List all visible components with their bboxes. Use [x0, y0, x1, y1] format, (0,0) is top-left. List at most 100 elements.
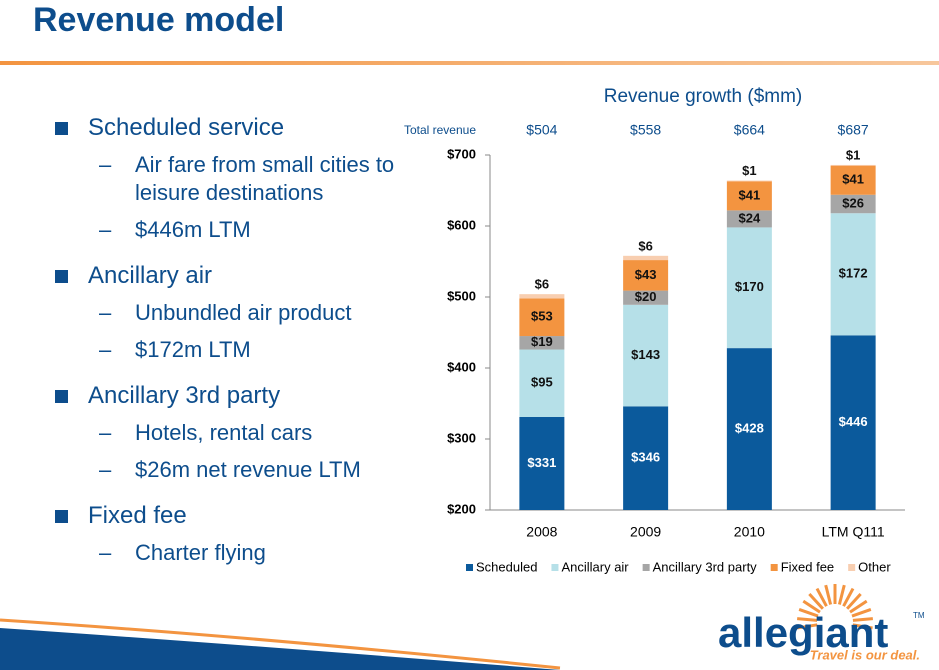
bullet: Fixed fee	[52, 502, 432, 530]
bar-segment	[519, 294, 565, 299]
chart-title: Revenue growth ($mm)	[604, 86, 803, 107]
total-label: $558	[630, 122, 661, 138]
bullet: Ancillary air	[52, 262, 432, 290]
sun-ray	[842, 587, 855, 607]
y-tick-label: $300	[447, 430, 476, 445]
data-label: $19	[531, 334, 553, 349]
data-label: $20	[635, 289, 657, 304]
logo-sun	[797, 584, 873, 630]
sun-ray	[851, 608, 872, 618]
slide-title: Revenue model	[33, 1, 284, 39]
data-label: $43	[635, 267, 657, 282]
sun-ray	[797, 623, 818, 630]
data-label: $95	[531, 375, 553, 390]
data-label: $24	[739, 210, 761, 225]
legend-label: Ancillary air	[561, 559, 629, 574]
sub-bullet: $26m net revenue LTM	[52, 456, 425, 484]
data-label: $41	[739, 187, 761, 202]
legend-swatch	[551, 564, 559, 571]
legend-label: Fixed fee	[781, 559, 834, 574]
sun-ray	[849, 599, 868, 614]
data-label: $26	[842, 195, 864, 210]
data-label: $172	[839, 266, 868, 281]
data-label: $6	[535, 277, 549, 292]
bullet: Ancillary 3rd party	[52, 382, 432, 410]
y-tick-label: $500	[447, 288, 476, 303]
legend-swatch	[642, 564, 650, 571]
bar-segment	[830, 213, 876, 336]
sun-ray	[824, 584, 833, 605]
sun-ray	[815, 587, 828, 607]
bar-segment	[726, 210, 772, 228]
legend-label: Scheduled	[476, 559, 537, 574]
data-label: $1	[846, 147, 860, 162]
totals-label: Total revenue	[404, 123, 476, 137]
y-tick-label: $400	[447, 359, 476, 374]
sub-bullet: Unbundled air product	[52, 299, 425, 327]
total-label: $664	[734, 122, 765, 138]
sun-ray	[797, 617, 818, 622]
bar-segment	[726, 348, 772, 510]
title-rule	[0, 61, 939, 65]
data-label: $346	[631, 450, 660, 465]
y-tick-label: $200	[447, 501, 476, 516]
bar-segment	[623, 304, 669, 407]
sun-ray	[837, 584, 846, 605]
bar-segment	[830, 164, 876, 166]
bullet: Scheduled service	[52, 114, 432, 142]
data-label: $6	[638, 238, 652, 253]
swoosh	[0, 628, 560, 670]
sun-ray	[808, 592, 824, 610]
sub-bullet: Air fare from small cities to leisure de…	[52, 151, 425, 207]
data-label: $53	[531, 309, 553, 324]
logo: allegiant	[718, 609, 888, 656]
bar-segment	[623, 290, 669, 305]
bar-segment	[519, 349, 565, 417]
total-label: $687	[838, 122, 869, 138]
legend-swatch	[770, 564, 778, 571]
sun-ray	[798, 608, 819, 618]
data-label: $170	[735, 279, 764, 294]
bar-segment	[519, 416, 565, 510]
x-tick-label: LTM Q111	[822, 524, 885, 540]
bar-segment	[623, 260, 669, 291]
bar-segment	[623, 255, 669, 261]
swoosh-line	[0, 618, 561, 670]
bar-segment	[726, 227, 772, 349]
sub-bullet: $446m LTM	[52, 216, 425, 244]
x-tick-label: 2010	[734, 524, 765, 540]
bar-segment	[726, 181, 772, 211]
y-tick-label: $700	[447, 146, 476, 161]
bar-segment	[830, 335, 876, 510]
sun-ray	[802, 599, 821, 614]
bullet-list: Scheduled service Air fare from small cit…	[52, 114, 432, 567]
sun-ray	[852, 623, 873, 630]
legend-swatch	[466, 564, 473, 571]
x-tick-label: 2009	[630, 524, 661, 540]
sun-ray	[846, 592, 862, 610]
sub-bullet: $172m LTM	[52, 336, 425, 364]
data-label: $446	[839, 414, 868, 429]
legend-label: Other	[858, 559, 891, 574]
sub-bullet: Hotels, rental cars	[52, 419, 425, 447]
total-label: $504	[526, 122, 557, 138]
bar-segment	[519, 298, 565, 337]
sub-bullet: Charter flying	[52, 539, 425, 567]
bar-segment	[519, 336, 565, 350]
data-label: $428	[735, 420, 764, 435]
bar-segment	[623, 406, 669, 510]
data-label: $1	[742, 163, 756, 178]
logo-mark: TM	[913, 611, 925, 620]
data-label: $331	[527, 455, 556, 470]
tagline: Travel is our deal.	[810, 647, 920, 662]
bar-segment	[830, 194, 876, 214]
legend-label: Ancillary 3rd party	[653, 559, 758, 574]
legend-swatch	[848, 564, 856, 571]
x-tick-label: 2008	[526, 524, 557, 540]
bar-segment	[830, 165, 876, 195]
sun-ray	[852, 617, 873, 622]
bar-segment	[726, 180, 772, 182]
y-tick-label: $600	[447, 217, 476, 232]
